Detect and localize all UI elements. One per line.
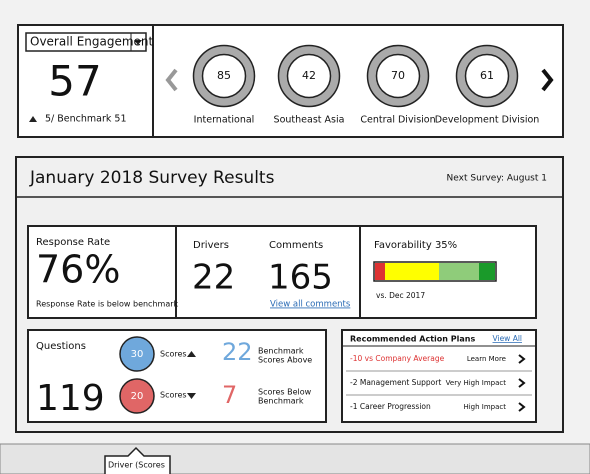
scores-down-badge <box>119 378 155 414</box>
gauge-outline <box>277 44 341 108</box>
row-chevron[interactable] <box>518 354 526 364</box>
survey-title: January 2018 Survey Results <box>29 168 275 188</box>
gauge-score: 61 <box>480 69 494 82</box>
response-label: Response Rate <box>36 237 110 248</box>
actions-title: Recommended Action Plans <box>350 335 475 344</box>
gauge-ring <box>278 45 340 107</box>
questions-box <box>27 329 327 423</box>
favorability-note: vs. Dec 2017 <box>376 291 425 300</box>
gauge-ring <box>193 45 255 107</box>
dropdown-arrow <box>134 40 142 45</box>
scores-down-count: 20 <box>131 391 144 402</box>
gauge-score: 70 <box>391 69 405 82</box>
below-label: Benchmark <box>258 397 304 406</box>
drivers-value: 22 <box>192 258 235 298</box>
tooltip <box>104 446 171 474</box>
region-label: Development Division <box>435 115 540 126</box>
scroll-area <box>0 443 590 474</box>
tooltip-text: Driver (Scores <box>108 461 165 470</box>
gauge-ring <box>456 45 518 107</box>
above-count: 22 <box>222 338 253 366</box>
region-label: International <box>194 115 255 126</box>
actions-link[interactable]: View All <box>493 334 522 343</box>
gauge-outline <box>366 44 430 108</box>
scores-up-label: Scores <box>160 350 187 359</box>
region-label: Central Division <box>360 115 435 126</box>
below-count: 7 <box>222 381 237 409</box>
bar-segment <box>385 263 439 280</box>
scores-up-badge <box>119 336 155 372</box>
scores-up-count: 30 <box>131 349 144 360</box>
action-impact: Learn More <box>467 355 506 363</box>
gauge-ring <box>367 45 429 107</box>
gauge-outline <box>455 44 519 108</box>
above-label: Benchmark <box>258 347 304 356</box>
dropdown[interactable] <box>25 32 147 52</box>
actions-box <box>341 329 537 423</box>
up-arrow <box>29 116 37 122</box>
action-item: -2 Management Support <box>350 378 441 387</box>
benchmark: 5/ Benchmark 51 <box>45 114 126 125</box>
gauge-inner <box>201 53 247 99</box>
bar-segment <box>479 263 495 280</box>
gauge-outline <box>192 44 256 108</box>
favorability-label: Favorability 35% <box>374 240 457 251</box>
prev-arrow[interactable] <box>165 68 178 92</box>
gauge-score: 85 <box>217 69 231 82</box>
down-arrow <box>187 393 196 399</box>
action-impact: Very High Impact <box>446 379 507 387</box>
gauge-inner <box>375 53 421 99</box>
questions-label: Questions <box>36 341 86 352</box>
questions-value: 119 <box>36 378 105 419</box>
comments-link[interactable]: View all comments <box>270 300 351 310</box>
gauge-score: 42 <box>302 69 316 82</box>
row-chevron[interactable] <box>518 402 526 412</box>
above-label: Scores Above <box>258 356 312 365</box>
row-chevron[interactable] <box>518 378 526 388</box>
action-item: -10 vs Company Average <box>350 354 445 363</box>
next-arrow[interactable] <box>541 68 554 92</box>
comments-value: 165 <box>268 258 333 298</box>
drivers-label: Drivers <box>193 240 229 251</box>
gauge-inner <box>464 53 510 99</box>
comments-label: Comments <box>269 240 323 251</box>
region-label: Southeast Asia <box>274 115 345 126</box>
next-survey: Next Survey: August 1 <box>447 174 547 184</box>
bar-segment <box>439 263 479 280</box>
scores-down-label: Scores <box>160 391 187 400</box>
below-label: Scores Below <box>258 388 312 397</box>
action-impact: High Impact <box>463 403 506 411</box>
response-value: 76% <box>36 248 120 292</box>
dropdown-label: Overall Engagement <box>30 35 154 49</box>
response-note: Response Rate is below benchmark <box>36 300 179 309</box>
gauge-inner <box>286 53 332 99</box>
up-arrow <box>187 351 196 357</box>
score: 57 <box>48 57 101 106</box>
bar-segment <box>375 263 385 280</box>
action-item: -1 Career Progression <box>350 402 431 411</box>
